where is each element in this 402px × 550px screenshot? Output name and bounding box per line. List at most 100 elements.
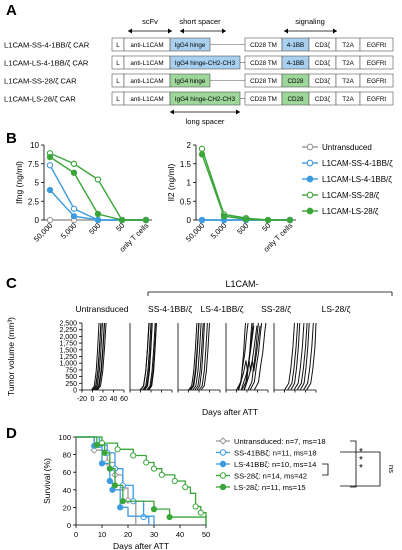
sig-bracket-inner [350,440,357,488]
growth-curve [284,322,295,391]
leader-label: L [116,42,120,49]
subplot-1 [129,322,173,393]
series-line [49,156,146,221]
egfrt-box [359,55,394,70]
growth-curve [194,322,204,391]
growth-curve [243,325,261,391]
legend-label: SS-41BBζ: n=11, ms=18 [234,449,317,458]
y-tick-label: 1 [187,179,192,188]
sig-bracket-outer [340,451,381,487]
growth-curve [290,322,301,391]
panel-letter-d: D [6,425,17,442]
legend-label: L1CAM-LS-4-1BB/ζ [322,175,392,184]
panel-d-survival: 0 20 40 60 80 100 0 10 20 30 40 50 Survival (%) Days … [42,433,396,550]
growth-curve [249,322,263,391]
x-axis-label: Days after ATT [202,407,258,417]
costim-label: CD28 [287,96,304,103]
legend-label: L1CAM-SS-4-1BB/ζ [322,159,393,168]
survival-marker [111,482,119,489]
y-axis-label: Survival (%) [42,458,52,504]
survival-marker [166,513,173,521]
y-tick-label: 0 [67,521,71,530]
group-label: Untransduced [76,304,129,314]
series-point [94,176,102,183]
survival-marker [106,477,113,485]
construct-name: L1CAM-SS-4-1BB/ζ CAR [4,41,90,50]
x-tick-label: 40 [110,396,118,403]
survival-marker [197,509,204,516]
legend-marker [219,437,227,445]
survival-marker [130,452,137,459]
egfrt-box [359,91,394,106]
y-tick-label: 2,500 [59,321,77,328]
construct-name: L1CAM-LS-28/ζ CAR [4,95,76,104]
construct-name: L1CAM-SS-28/ζ CAR [4,77,77,86]
y-tick-label: 750 [65,367,77,374]
sig-star: * [359,455,363,466]
t2a-label: T2A [342,60,354,67]
legend-label: LS-28ζ: n=11, ms=15 [234,483,306,492]
y-tick-label: 20 [63,503,71,512]
growth-curve [198,322,208,391]
subplot-0 [81,322,125,393]
scfv-label: anti-L1CAM [130,60,163,67]
sig-star: * [359,463,363,474]
group-label: LS-28/ζ [322,304,351,314]
y-axis-label: Ifng (ng/ml) [14,161,24,204]
legend-marker [219,449,227,456]
growth-curve [143,322,153,391]
series-line [201,148,290,221]
series-point [70,205,78,212]
y-tick-label: 250 [65,381,77,388]
survival-marker [158,471,165,478]
series-point [264,216,272,224]
sig-bracket-short [322,463,329,476]
survival-marker [192,503,199,510]
survival-marker [119,498,126,505]
long-spacer-label: long spacer [186,117,225,126]
survival-marker [101,449,108,456]
group-header: L1CAM- [225,279,258,289]
series-point [142,216,150,224]
survival-marker [93,441,100,449]
series-point [198,216,206,224]
y-tick-label: 7.5 [28,160,40,169]
y-tick-label: 10 [30,141,39,150]
legend-label: Untransduced: n=7, ms=18 [234,437,326,446]
subplot-3 [225,322,269,393]
y-tick-label: 1.5 [180,160,192,169]
t2a-label: T2A [342,78,354,85]
growth-curve [189,322,200,391]
growth-curve [139,322,150,391]
cd3z-label: CD3ζ [315,60,331,67]
costim-label: CD28 [287,78,304,85]
legend-marker [219,483,227,491]
y-tick-label: 100 [58,433,71,442]
survival-marker [171,477,178,485]
legend-marker [219,472,227,479]
panel-letter-c: C [6,275,17,292]
survival-marker [106,465,113,472]
survival-marker [117,504,124,511]
x-tick-label: 20 [124,530,132,539]
y-tick-label: 1,500 [59,347,77,354]
legend-marker [306,207,314,215]
x-tick-label: -20 [77,396,87,403]
growth-curve [142,322,152,391]
header-signaling: signaling [295,17,325,26]
y-tick-label: 1,000 [59,361,77,368]
header-scfv: scFv [142,17,158,26]
x-tick-label: 500 [235,221,250,236]
legend-label: Untransduced [322,143,372,152]
legend-marker [306,143,314,151]
y-tick-label: 2.5 [28,197,40,206]
x-tick-label: 30 [150,530,158,539]
y-tick-label: 500 [65,374,77,381]
